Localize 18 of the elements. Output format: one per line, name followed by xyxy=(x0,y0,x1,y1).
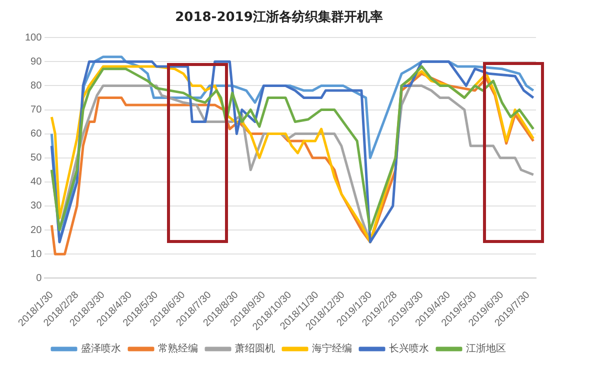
legend-label: 江浙地区 xyxy=(466,342,506,355)
y-tick-label: 90 xyxy=(30,56,42,68)
y-tick-label: 100 xyxy=(24,32,42,44)
legend-label: 盛泽喷水 xyxy=(81,342,121,355)
legend-label: 萧绍圆机 xyxy=(235,342,275,355)
y-tick-label: 30 xyxy=(30,200,42,212)
y-tick-label: 20 xyxy=(30,224,42,236)
y-tick-label: 70 xyxy=(30,104,42,116)
y-tick-label: 50 xyxy=(30,152,42,164)
y-tick-label: 10 xyxy=(30,248,42,260)
legend-label: 海宁经编 xyxy=(312,342,352,355)
y-tick-label: 60 xyxy=(30,128,42,140)
y-tick-label: 0 xyxy=(36,272,42,284)
legend-label: 常熟经编 xyxy=(158,342,198,355)
y-tick-label: 40 xyxy=(30,176,42,188)
y-tick-label: 80 xyxy=(30,80,42,92)
legend-label: 长兴喷水 xyxy=(389,342,429,355)
chart-title: 2018-2019江浙各纺织集群开机率 xyxy=(175,9,383,26)
